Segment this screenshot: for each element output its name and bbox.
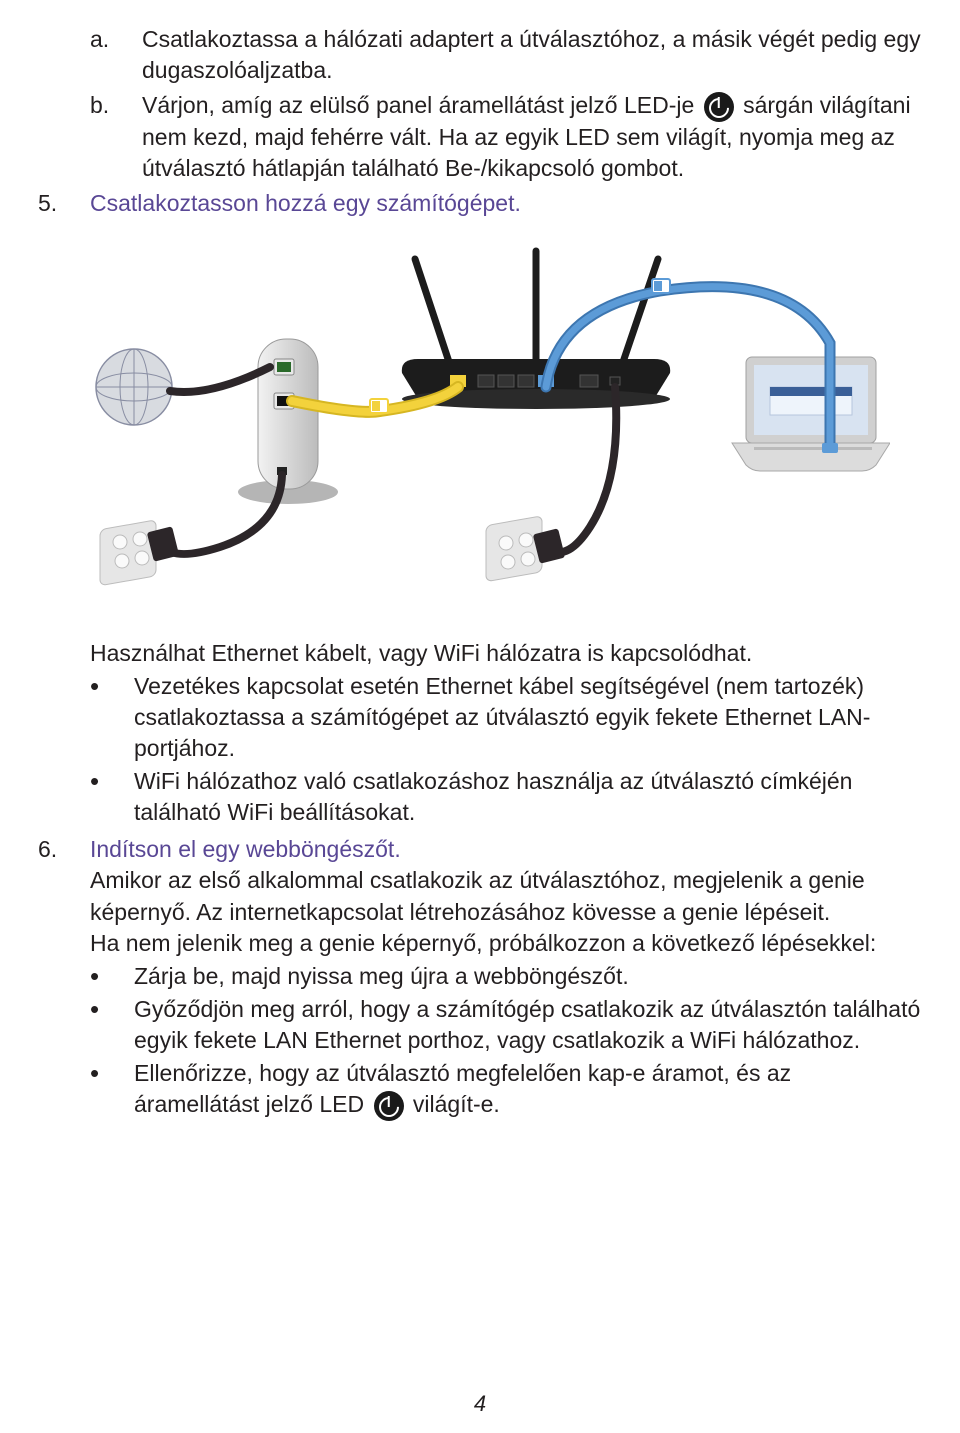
step5-title: Csatlakoztasson hozzá egy számítógépet. (90, 188, 922, 219)
wall-outlet-right-icon (486, 516, 542, 582)
marker-b: b. (90, 90, 142, 184)
step6-b2: Győződjön meg arról, hogy a számítógép c… (134, 994, 922, 1056)
step6-title: Indítson el egy webböngészőt. (90, 834, 922, 865)
list-item-b: b. Várjon, amíg az elülső panel áramellá… (38, 90, 922, 184)
laptop-icon (732, 357, 890, 471)
cable-internet (170, 367, 270, 392)
step6-b3: Ellenőrizze, hogy az útválasztó megfelel… (134, 1058, 922, 1121)
cable-router-power (533, 387, 616, 564)
globe-icon (96, 349, 172, 425)
marker-a: a. (90, 24, 142, 86)
step-6: 6. Indítson el egy webböngészőt. Amikor … (38, 834, 922, 1120)
step6-num: 6. (38, 834, 90, 1120)
step-5: 5. Csatlakoztasson hozzá egy számítógépe… (38, 188, 922, 219)
wall-outlet-left-icon (100, 520, 156, 586)
text-b: Várjon, amíg az elülső panel áramellátás… (142, 90, 922, 184)
step6-b3-post: világít-e. (413, 1091, 500, 1117)
after-b2: WiFi hálózathoz való csatlakozáshoz hasz… (134, 766, 922, 828)
router-icon (402, 251, 670, 409)
list-item-a: a. Csatlakoztassa a hálózati adaptert a … (38, 24, 922, 86)
after-intro: Használhat Ethernet kábelt, vagy WiFi há… (90, 638, 922, 669)
modem-icon (238, 339, 338, 504)
step6-b1: Zárja be, majd nyissa meg újra a webböng… (134, 961, 629, 992)
connection-diagram (38, 247, 922, 602)
power-icon (374, 1091, 404, 1121)
text-a: Csatlakoztassa a hálózati adaptert a útv… (142, 24, 922, 86)
after-b1: Vezetékes kapcsolat esetén Ethernet kábe… (134, 671, 922, 764)
after-diagram-block: Használhat Ethernet kábelt, vagy WiFi há… (38, 638, 922, 828)
text-b-pre: Várjon, amíg az elülső panel áramellátás… (142, 92, 694, 118)
power-icon (704, 92, 734, 122)
step6-p1: Amikor az első alkalommal csatlakozik az… (90, 865, 922, 927)
page-number: 4 (0, 1389, 960, 1419)
step6-p2: Ha nem jelenik meg a genie képernyő, pró… (90, 928, 922, 959)
step5-num: 5. (38, 188, 90, 219)
